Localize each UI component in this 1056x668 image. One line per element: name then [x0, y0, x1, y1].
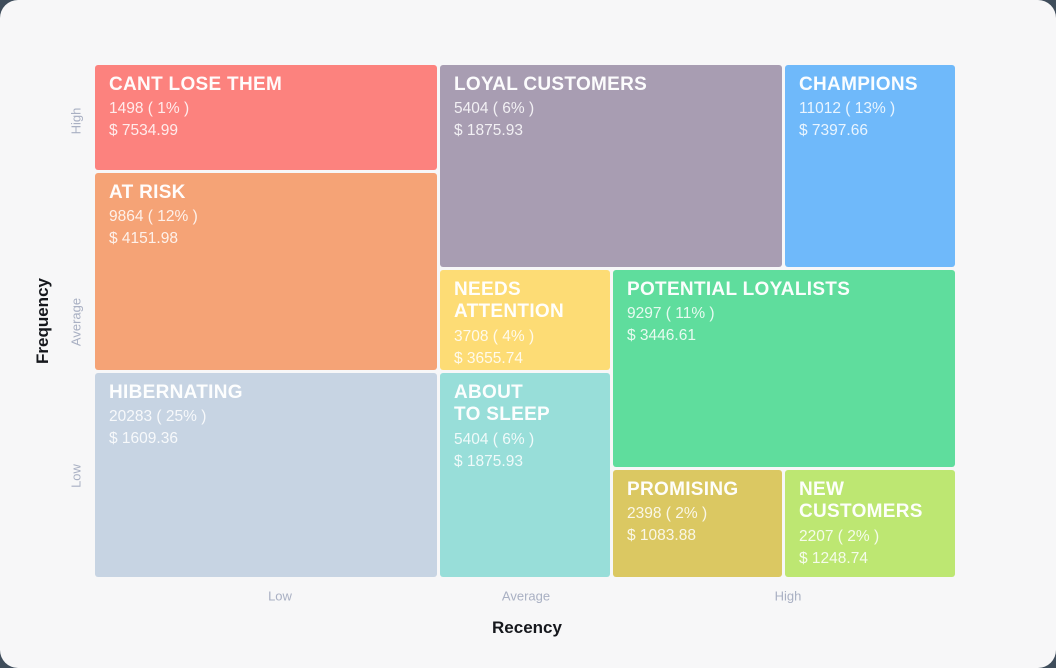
- y-tick-average: Average: [68, 297, 84, 347]
- x-axis-label: Recency: [492, 618, 562, 637]
- segment-monetary: $ 7397.66: [799, 122, 868, 140]
- segment-count: 5404 ( 6% ): [454, 430, 535, 448]
- segment-title: CHAMPIONS: [799, 74, 918, 95]
- segment-title: AT RISK: [109, 182, 186, 203]
- segment-monetary: $ 1083.88: [627, 527, 696, 545]
- segment-count: 3708 ( 4% ): [454, 327, 535, 345]
- segment-monetary: $ 7534.99: [109, 122, 178, 140]
- segment-count: 2207 ( 2% ): [799, 527, 880, 545]
- segment-cant-lose-them[interactable]: CANT LOSE THEM 1498 ( 1% ) $ 7534.99: [95, 65, 437, 170]
- segment-monetary: $ 1875.93: [454, 122, 523, 140]
- segment-about-to-sleep[interactable]: ABOUT TO SLEEP 5404 ( 6% ) $ 1875.93: [440, 373, 610, 577]
- segment-monetary: $ 1875.93: [454, 452, 523, 470]
- segment-title: NEW CUSTOMERS: [799, 479, 923, 523]
- segment-at-risk[interactable]: AT RISK 9864 ( 12% ) $ 4151.98: [95, 173, 437, 370]
- rfm-treemap: CANT LOSE THEM 1498 ( 1% ) $ 7534.99 LOY…: [95, 65, 955, 577]
- segment-needs-attention[interactable]: NEEDS ATTENTION 3708 ( 4% ) $ 3655.74: [440, 270, 610, 370]
- segment-monetary: $ 1248.74: [799, 549, 868, 567]
- segment-count: 9864 ( 12% ): [109, 208, 198, 226]
- segment-monetary: $ 3446.61: [627, 327, 696, 345]
- segment-count: 11012 ( 13% ): [799, 100, 896, 118]
- segment-title: PROMISING: [627, 479, 739, 500]
- segment-monetary: $ 1609.36: [109, 430, 178, 448]
- segment-count: 5404 ( 6% ): [454, 100, 535, 118]
- segment-count: 2398 ( 2% ): [627, 505, 708, 523]
- y-tick-low: Low: [68, 464, 84, 488]
- segment-count: 1498 ( 1% ): [109, 100, 190, 118]
- segment-count: 20283 ( 25% ): [109, 408, 207, 426]
- segment-title: HIBERNATING: [109, 382, 243, 403]
- x-tick-high: High: [774, 588, 802, 604]
- segment-new-customers[interactable]: NEW CUSTOMERS 2207 ( 2% ) $ 1248.74: [785, 470, 955, 577]
- x-tick-average: Average: [501, 588, 551, 604]
- segment-monetary: $ 3655.74: [454, 349, 523, 367]
- segment-title: ABOUT TO SLEEP: [454, 382, 551, 426]
- y-tick-high: High: [68, 107, 84, 135]
- segment-champions[interactable]: CHAMPIONS 11012 ( 13% ) $ 7397.66: [785, 65, 955, 267]
- y-axis-label: Frequency: [33, 278, 52, 364]
- segment-monetary: $ 4151.98: [109, 230, 178, 248]
- segment-promising[interactable]: PROMISING 2398 ( 2% ) $ 1083.88: [613, 470, 782, 577]
- segment-loyal-customers[interactable]: LOYAL CUSTOMERS 5404 ( 6% ) $ 1875.93: [440, 65, 782, 267]
- x-tick-low: Low: [268, 588, 292, 604]
- segment-count: 9297 ( 11% ): [627, 305, 715, 323]
- segment-title: LOYAL CUSTOMERS: [454, 74, 648, 95]
- segment-title: CANT LOSE THEM: [109, 74, 283, 95]
- segment-hibernating[interactable]: HIBERNATING 20283 ( 25% ) $ 1609.36: [95, 373, 437, 577]
- segment-title: POTENTIAL LOYALISTS: [627, 279, 851, 300]
- segment-potential-loyalists[interactable]: POTENTIAL LOYALISTS 9297 ( 11% ) $ 3446.…: [613, 270, 955, 467]
- segment-title: NEEDS ATTENTION: [454, 279, 565, 323]
